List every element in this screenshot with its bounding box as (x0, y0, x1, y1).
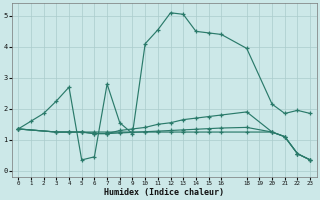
X-axis label: Humidex (Indice chaleur): Humidex (Indice chaleur) (104, 188, 224, 197)
